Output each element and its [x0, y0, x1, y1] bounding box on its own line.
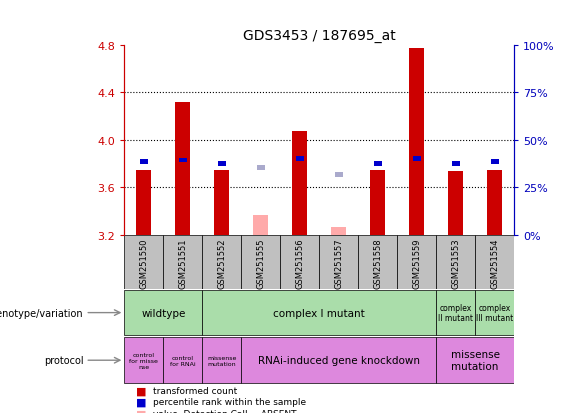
Bar	[487, 170, 502, 235]
Bar	[124, 337, 163, 383]
Text: control
for RNAi: control for RNAi	[170, 355, 195, 366]
Text: GSM251558: GSM251558	[373, 238, 382, 289]
Bar	[409, 49, 424, 235]
Bar	[140, 159, 148, 164]
Bar	[436, 337, 514, 383]
Bar	[451, 162, 460, 166]
Bar	[124, 290, 202, 336]
Text: complex
II mutant: complex II mutant	[438, 303, 473, 323]
Text: missense
mutation: missense mutation	[451, 349, 499, 371]
Bar	[163, 235, 202, 289]
Text: complex I mutant: complex I mutant	[273, 308, 365, 318]
Text: GSM251553: GSM251553	[451, 238, 460, 289]
Text: ■: ■	[136, 385, 146, 395]
Bar	[124, 235, 163, 289]
Bar	[202, 290, 436, 336]
Bar	[202, 337, 241, 383]
Text: GSM251551: GSM251551	[179, 238, 187, 288]
Bar	[373, 162, 382, 166]
Text: GSM251556: GSM251556	[295, 238, 304, 289]
Bar	[475, 235, 514, 289]
Bar	[257, 165, 265, 170]
Bar	[295, 157, 304, 162]
Bar	[136, 170, 151, 235]
Bar	[331, 227, 346, 235]
Text: GSM251552: GSM251552	[218, 238, 226, 288]
Bar	[163, 337, 202, 383]
Text: value, Detection Call = ABSENT: value, Detection Call = ABSENT	[153, 409, 296, 413]
Bar	[370, 170, 385, 235]
Bar	[202, 235, 241, 289]
Bar	[292, 132, 307, 235]
Bar	[490, 159, 499, 164]
Text: transformed count: transformed count	[153, 386, 237, 395]
Text: GSM251559: GSM251559	[412, 238, 421, 288]
Bar	[436, 290, 475, 336]
Text: RNAi-induced gene knockdown: RNAi-induced gene knockdown	[258, 355, 420, 366]
Text: GSM251550: GSM251550	[140, 238, 148, 288]
Bar	[475, 290, 514, 336]
Bar	[175, 102, 190, 235]
Bar	[214, 170, 229, 235]
Bar	[253, 215, 268, 235]
Title: GDS3453 / 187695_at: GDS3453 / 187695_at	[243, 29, 396, 43]
Text: protocol: protocol	[44, 355, 84, 366]
Bar	[179, 158, 187, 163]
Text: GSM251557: GSM251557	[334, 238, 343, 289]
Bar	[241, 235, 280, 289]
Bar	[319, 235, 358, 289]
Bar	[436, 235, 475, 289]
Text: GSM251555: GSM251555	[257, 238, 265, 288]
Bar	[280, 235, 319, 289]
Text: complex
III mutant: complex III mutant	[476, 303, 513, 323]
Bar	[412, 157, 421, 162]
Bar	[218, 162, 226, 166]
Text: wildtype: wildtype	[141, 308, 185, 318]
Bar	[397, 235, 436, 289]
Text: ■: ■	[136, 408, 146, 413]
Bar	[358, 235, 397, 289]
Text: control
for misse
nse: control for misse nse	[129, 352, 158, 369]
Text: genotype/variation: genotype/variation	[0, 308, 84, 318]
Bar	[448, 171, 463, 235]
Text: missense
mutation: missense mutation	[207, 355, 236, 366]
Text: ■: ■	[136, 397, 146, 407]
Text: GSM251554: GSM251554	[490, 238, 499, 288]
Bar	[241, 337, 436, 383]
Text: percentile rank within the sample: percentile rank within the sample	[153, 397, 306, 406]
Bar	[334, 173, 343, 177]
